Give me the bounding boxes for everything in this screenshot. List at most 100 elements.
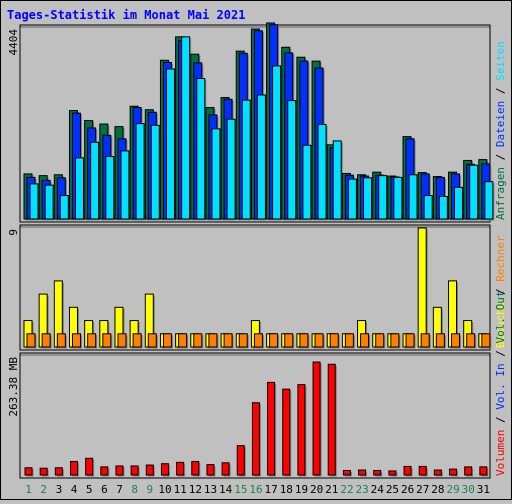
day-label-23: 23 xyxy=(356,483,369,496)
bar-volumen-day-3 xyxy=(54,467,63,476)
bar-seiten-day-8 xyxy=(135,123,145,220)
legend-dateien: Dateien xyxy=(494,101,507,147)
legend-separator: / xyxy=(494,282,507,302)
day-label-11: 11 xyxy=(174,483,187,496)
bar-volumen-day-12 xyxy=(191,460,200,476)
bar-rechner-day-1 xyxy=(26,333,36,348)
bar-rechner-day-31 xyxy=(481,333,491,348)
bar-rechner-day-8 xyxy=(132,333,142,348)
bar-rechner-day-11 xyxy=(178,333,188,348)
day-label-1: 1 xyxy=(25,483,32,496)
bar-volumen-day-17 xyxy=(267,381,276,476)
bar-seiten-day-26 xyxy=(408,174,418,220)
bar-volumen-day-30 xyxy=(464,466,473,476)
legend-anfragen: Anfragen xyxy=(494,167,507,220)
bar-seiten-day-13 xyxy=(211,128,221,220)
bar-seiten-day-28 xyxy=(438,195,448,220)
day-label-12: 12 xyxy=(189,483,202,496)
bar-volumen-day-24 xyxy=(373,469,382,476)
bar-volumen-day-21 xyxy=(327,363,336,476)
bar-volumen-day-29 xyxy=(449,468,458,476)
panel-hits-scale-label: 4404 xyxy=(7,29,20,56)
bar-rechner-day-13 xyxy=(208,333,218,348)
panel-volume-scale-label: 263.38 MB xyxy=(7,357,20,417)
day-label-29: 29 xyxy=(446,483,459,496)
bar-seiten-day-3 xyxy=(59,195,69,220)
bar-rechner-day-21 xyxy=(329,333,339,348)
bar-seiten-day-7 xyxy=(120,150,130,220)
bar-seiten-day-14 xyxy=(226,118,236,220)
bar-seiten-day-11 xyxy=(181,36,191,220)
panel-volume-legend: Volumen / Vol. In / Vol. Out xyxy=(494,291,507,476)
legend-separator: / xyxy=(494,147,507,167)
bar-volumen-day-26 xyxy=(403,465,412,476)
bar-seiten-day-22 xyxy=(347,178,357,220)
bar-volumen-day-27 xyxy=(418,465,427,476)
panel-hits-legend: Anfragen / Dateien / Seiten xyxy=(494,41,507,220)
bar-volumen-day-16 xyxy=(251,402,260,476)
day-label-27: 27 xyxy=(416,483,429,496)
panel-visits: 9 Besuche / Rechner xyxy=(7,224,507,351)
day-label-3: 3 xyxy=(56,483,63,496)
day-label-4: 4 xyxy=(71,483,78,496)
day-labels: 1 2 3 4 5 6 7 8 9 10 11 12 13 14 15 16 17 18 19 20 21 22 23 24 2… xyxy=(25,483,490,496)
legend-separator: / xyxy=(494,81,507,101)
day-label-6: 6 xyxy=(101,483,108,496)
panel-hits: 4404 Anfragen / Dateien / Seiten xyxy=(7,22,507,223)
day-label-15: 15 xyxy=(234,483,247,496)
bar-volumen-day-15 xyxy=(236,445,245,476)
bar-rechner-day-19 xyxy=(299,333,309,348)
bar-seiten-day-18 xyxy=(287,100,297,220)
bar-volumen-day-18 xyxy=(282,388,291,476)
bar-seiten-day-21 xyxy=(332,140,342,220)
bar-rechner-day-18 xyxy=(284,333,294,348)
day-label-7: 7 xyxy=(116,483,123,496)
bar-seiten-day-30 xyxy=(469,164,479,220)
legend-separator: / xyxy=(494,344,507,364)
bar-rechner-day-29 xyxy=(451,333,461,348)
bar-seiten-day-17 xyxy=(272,65,282,220)
day-label-16: 16 xyxy=(249,483,262,496)
bar-seiten-day-29 xyxy=(454,186,464,220)
panel-volume: 263.38 MB Volumen / Vol. In / Vol. Out xyxy=(7,291,507,479)
bar-rechner-day-3 xyxy=(56,333,66,348)
day-label-31: 31 xyxy=(477,483,490,496)
day-label-2: 2 xyxy=(40,483,47,496)
day-label-13: 13 xyxy=(204,483,217,496)
bar-rechner-day-28 xyxy=(435,333,445,348)
bar-seiten-day-6 xyxy=(105,156,115,220)
day-label-9: 9 xyxy=(147,483,154,496)
day-label-10: 10 xyxy=(158,483,171,496)
bar-volumen-day-19 xyxy=(297,384,306,476)
bar-volumen-day-23 xyxy=(358,469,367,476)
bar-volumen-day-20 xyxy=(312,361,321,476)
panel-visits-scale-label: 9 xyxy=(7,229,20,236)
legend-volumen: Volumen xyxy=(494,430,507,476)
bar-rechner-day-14 xyxy=(223,333,233,348)
legend-besuche: Besuche xyxy=(494,302,507,348)
bar-seiten-day-2 xyxy=(44,184,54,220)
bar-seiten-day-31 xyxy=(484,181,494,220)
bar-volumen-day-28 xyxy=(433,469,442,476)
bar-seiten-day-9 xyxy=(150,124,160,220)
bar-volumen-day-14 xyxy=(221,462,230,476)
legend-vol-out: Vol. Out xyxy=(494,291,507,344)
bar-seiten-day-5 xyxy=(90,141,100,220)
bar-volumen-day-6 xyxy=(100,466,109,476)
bar-rechner-day-15 xyxy=(238,333,248,348)
panel-visits-legend: Besuche / Rechner xyxy=(494,235,507,348)
bar-rechner-day-12 xyxy=(193,333,203,348)
bar-seiten-day-24 xyxy=(378,175,388,220)
bar-seiten-day-20 xyxy=(317,123,327,220)
bar-rechner-day-16 xyxy=(253,333,263,348)
bar-volumen-day-5 xyxy=(85,457,94,476)
day-label-14: 14 xyxy=(219,483,233,496)
bar-volumen-day-9 xyxy=(145,464,154,476)
bar-seiten-day-27 xyxy=(423,195,433,220)
bar-seiten-day-25 xyxy=(393,176,403,220)
bar-rechner-day-26 xyxy=(405,333,415,348)
legend-separator: / xyxy=(494,410,507,430)
bar-volumen-day-31 xyxy=(479,466,488,476)
bar-rechner-day-9 xyxy=(147,333,157,348)
